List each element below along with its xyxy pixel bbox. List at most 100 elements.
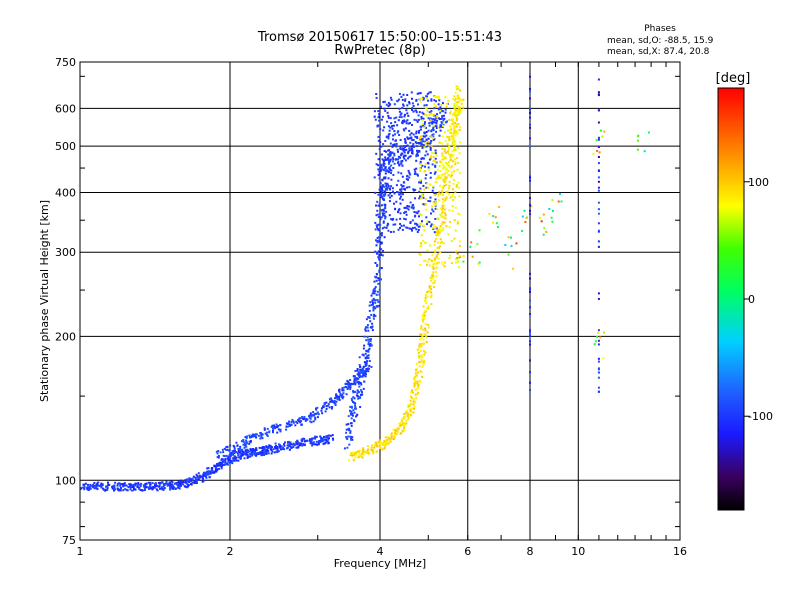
data-point bbox=[424, 165, 426, 168]
data-point bbox=[552, 209, 554, 212]
data-point bbox=[529, 90, 531, 93]
data-point bbox=[447, 100, 450, 103]
data-point bbox=[371, 301, 374, 304]
data-point bbox=[363, 371, 366, 374]
data-point bbox=[377, 236, 380, 239]
data-point bbox=[416, 120, 419, 123]
data-point bbox=[403, 426, 405, 429]
data-point bbox=[459, 141, 462, 144]
data-point bbox=[414, 170, 417, 173]
data-point bbox=[383, 176, 386, 179]
data-point bbox=[335, 394, 337, 397]
data-point bbox=[431, 133, 434, 136]
data-point bbox=[379, 128, 382, 131]
data-point bbox=[313, 414, 315, 417]
data-point bbox=[111, 487, 114, 490]
data-point bbox=[375, 152, 378, 155]
data-point bbox=[411, 152, 413, 154]
data-point bbox=[425, 126, 427, 129]
data-point bbox=[226, 445, 229, 448]
data-point bbox=[448, 138, 451, 141]
data-point bbox=[441, 229, 444, 232]
x-tick-label: 2 bbox=[227, 545, 234, 558]
data-point bbox=[129, 485, 131, 488]
data-point bbox=[409, 173, 412, 176]
data-point bbox=[418, 150, 421, 153]
data-point bbox=[400, 183, 403, 186]
data-point bbox=[447, 160, 450, 163]
data-point bbox=[167, 484, 170, 486]
data-point bbox=[263, 448, 266, 451]
x-tick-label: 10 bbox=[571, 545, 585, 558]
data-point bbox=[279, 444, 281, 447]
data-point bbox=[548, 208, 551, 210]
data-point bbox=[388, 160, 391, 163]
data-point bbox=[408, 186, 411, 189]
data-point bbox=[378, 112, 381, 115]
data-point bbox=[323, 442, 326, 445]
data-point bbox=[300, 438, 303, 441]
data-point bbox=[382, 194, 385, 197]
data-point bbox=[510, 244, 513, 247]
data-point bbox=[376, 290, 379, 293]
data-point bbox=[448, 147, 450, 150]
data-point bbox=[451, 143, 454, 145]
data-point bbox=[529, 287, 531, 290]
data-point bbox=[441, 115, 444, 117]
data-point bbox=[453, 125, 456, 128]
data-point bbox=[251, 435, 254, 438]
data-point bbox=[417, 210, 420, 213]
data-point bbox=[598, 151, 601, 154]
data-point bbox=[414, 393, 417, 396]
data-point bbox=[180, 480, 183, 483]
data-point bbox=[434, 194, 437, 196]
data-point bbox=[449, 154, 452, 157]
data-point bbox=[380, 209, 383, 211]
data-point bbox=[441, 174, 444, 177]
data-point bbox=[550, 216, 553, 219]
data-point bbox=[358, 449, 361, 452]
data-point bbox=[384, 172, 387, 175]
data-point bbox=[438, 246, 441, 249]
data-point bbox=[387, 105, 390, 108]
data-point bbox=[226, 463, 229, 466]
data-point bbox=[360, 389, 363, 392]
data-point bbox=[435, 181, 438, 183]
data-point bbox=[349, 435, 352, 438]
data-point bbox=[437, 241, 439, 244]
data-point bbox=[234, 449, 236, 452]
data-point bbox=[373, 444, 376, 447]
data-point bbox=[401, 106, 404, 109]
data-point bbox=[388, 171, 390, 174]
data-point bbox=[382, 164, 385, 167]
data-point bbox=[413, 377, 416, 380]
data-point bbox=[399, 212, 402, 215]
data-point bbox=[390, 152, 393, 154]
data-point bbox=[401, 193, 404, 196]
data-point bbox=[263, 428, 266, 431]
data-point bbox=[254, 435, 257, 438]
data-point bbox=[397, 119, 400, 122]
data-point bbox=[195, 473, 198, 476]
data-point bbox=[453, 131, 456, 134]
data-point bbox=[422, 313, 425, 316]
data-point bbox=[384, 217, 387, 220]
data-point bbox=[277, 450, 280, 453]
chart-title: Tromsø 20150617 15:50:00–15:51:43 bbox=[257, 30, 502, 45]
data-point bbox=[420, 324, 423, 327]
data-point bbox=[386, 158, 389, 161]
data-point bbox=[432, 227, 435, 230]
data-point bbox=[414, 388, 417, 391]
data-point bbox=[104, 489, 107, 491]
data-point bbox=[250, 440, 252, 442]
data-point bbox=[292, 445, 295, 448]
data-point bbox=[372, 303, 374, 306]
data-point bbox=[397, 150, 399, 153]
data-point bbox=[450, 119, 453, 122]
data-point bbox=[229, 457, 232, 460]
data-point bbox=[420, 118, 423, 120]
data-point bbox=[409, 409, 412, 412]
data-point bbox=[377, 240, 380, 243]
data-point bbox=[455, 104, 458, 107]
data-point bbox=[266, 448, 268, 451]
